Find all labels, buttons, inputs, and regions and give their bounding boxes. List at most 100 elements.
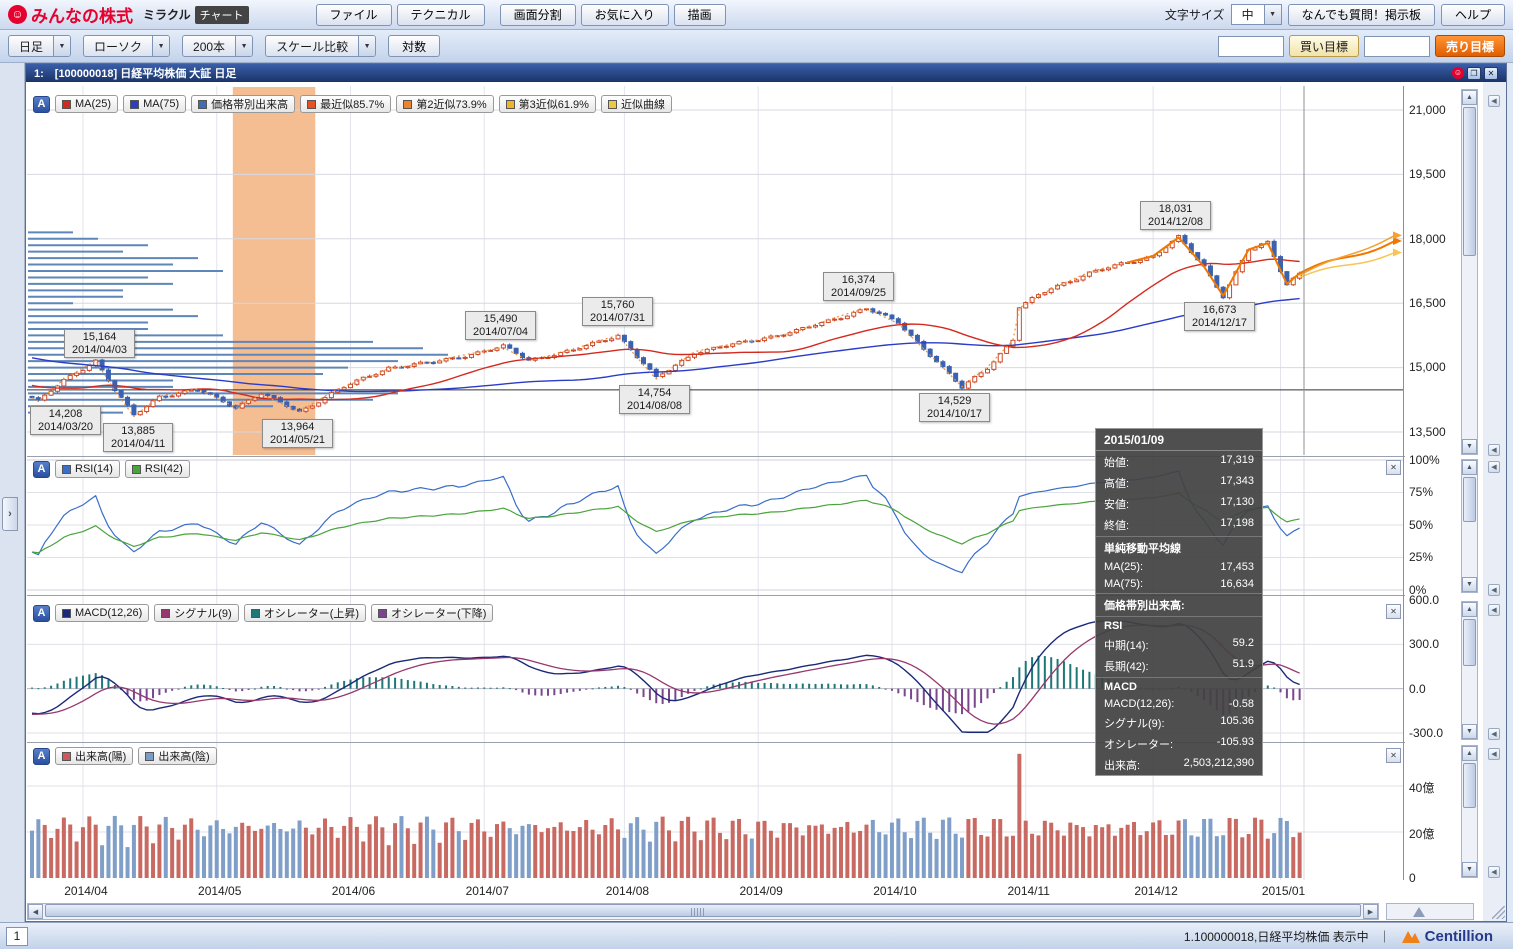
file-button[interactable]: ファイル	[315, 3, 392, 26]
vertical-scrollbar-thumb[interactable]	[1463, 763, 1476, 808]
zoom-slider-handle[interactable]	[1413, 907, 1425, 917]
sell-target-input[interactable]	[1363, 35, 1430, 57]
chevron-down-icon[interactable]: ▼	[358, 36, 376, 56]
panel-collapse-handle[interactable]: ◀	[1488, 95, 1500, 107]
top-menu-bar: ☺ みんなの株式 ミラクル チャート ファイル テクニカル 画面分割 お気に入り 描画 …	[0, 0, 1513, 30]
x-axis-label: 2014/06	[331, 884, 376, 898]
vertical-scrollbar-thumb[interactable]	[1463, 477, 1476, 522]
period-select[interactable]: 日足 ▼	[8, 35, 72, 57]
indicator-chip-volume-1[interactable]: 出来高(陰)	[138, 747, 217, 765]
indicator-chip-main-2[interactable]: 価格帯別出来高	[191, 95, 296, 113]
scroll-down-button[interactable]: ▼	[1462, 439, 1477, 454]
scroll-up-button[interactable]: ▲	[1462, 602, 1477, 617]
macd-auto-scale-button[interactable]: A	[33, 604, 50, 622]
rsi-auto-scale-button[interactable]: A	[33, 460, 50, 478]
status-divider: ｜	[1378, 929, 1391, 944]
scroll-right-button[interactable]: ▶	[1363, 904, 1378, 919]
buy-target-input[interactable]	[1217, 35, 1284, 57]
indicator-chip-main-3[interactable]: 最近似85.7%	[300, 95, 392, 113]
favorites-button[interactable]: お気に入り	[580, 3, 669, 26]
indicator-chip-main-0[interactable]: MA(25)	[55, 95, 119, 113]
panel-collapse-handle[interactable]: ◀	[1488, 604, 1500, 616]
annotation-price: 16,374	[841, 274, 876, 286]
panel-collapse-handle[interactable]: ◀	[1488, 461, 1500, 473]
main-auto-scale-button[interactable]: A	[33, 95, 50, 113]
indicator-label: 第3近似61.9%	[518, 99, 589, 111]
close-window-button[interactable]: ✕	[1484, 66, 1498, 80]
indicator-chip-main-4[interactable]: 第2近似73.9%	[396, 95, 494, 113]
font-size-select[interactable]: 中 ▼	[1230, 4, 1282, 25]
buy-target-button[interactable]: 買い目標	[1288, 35, 1359, 57]
close-rsi-panel-button[interactable]: ✕	[1386, 460, 1401, 475]
panel-collapse-handle[interactable]: ◀	[1488, 584, 1500, 596]
question-board-button[interactable]: なんでも質問！掲示板	[1287, 3, 1435, 26]
close-macd-panel-button[interactable]: ✕	[1386, 604, 1401, 619]
zoom-slider[interactable]	[1386, 903, 1474, 920]
target-controls: 買い目標 売り目標	[1217, 35, 1505, 57]
vertical-scrollbar-rsi[interactable]: ▲ ▼	[1461, 459, 1478, 593]
indicator-color-swatch	[250, 608, 260, 618]
indicator-chip-main-6[interactable]: 近似曲線	[600, 95, 672, 113]
scroll-down-button[interactable]: ▼	[1462, 862, 1477, 877]
indicator-chip-volume-0[interactable]: 出来高(陽)	[55, 747, 134, 765]
window-resize-grip[interactable]	[1492, 906, 1505, 919]
panel-collapse-handle[interactable]: ◀	[1488, 444, 1500, 456]
panel-collapse-handle[interactable]: ◀	[1488, 866, 1500, 878]
scroll-up-button[interactable]: ▲	[1462, 90, 1477, 105]
annotation-date: 2014/09/25	[831, 286, 887, 299]
scroll-down-button[interactable]: ▼	[1462, 577, 1477, 592]
scroll-down-button[interactable]: ▼	[1462, 724, 1477, 739]
draw-button[interactable]: 描画	[673, 3, 726, 26]
help-button[interactable]: ヘルプ	[1440, 3, 1505, 26]
indicator-chip-main-5[interactable]: 第3近似61.9%	[498, 95, 596, 113]
side-panel-expander[interactable]: ›	[2, 497, 18, 531]
tooltip-label: MA(25):	[1104, 561, 1144, 573]
volume-auto-scale-button[interactable]: A	[33, 747, 50, 765]
indicator-chip-macd-3[interactable]: オシレーター(下降)	[371, 604, 494, 622]
scroll-left-button[interactable]: ◀	[28, 904, 43, 919]
vertical-scrollbar-thumb[interactable]	[1463, 619, 1476, 667]
rsi-panel-indicator-bar: A RSI(14) RSI(42)	[33, 460, 190, 478]
price-annotation: 13,885 2014/04/11	[103, 423, 174, 452]
indicator-chip-main-1[interactable]: MA(75)	[123, 95, 187, 113]
y-axis-label: 300.0	[1409, 637, 1440, 651]
technical-button[interactable]: テクニカル	[396, 3, 485, 26]
scroll-up-button[interactable]: ▲	[1462, 746, 1477, 761]
site-logo[interactable]: ☺ みんなの株式 ミラクル チャート	[8, 2, 249, 27]
indicator-chip-macd-0[interactable]: MACD(12,26)	[55, 604, 150, 622]
horizontal-scrollbar-thumb[interactable]	[45, 904, 1361, 917]
y-axis-label: 15,000	[1409, 360, 1446, 374]
horizontal-scrollbar[interactable]: ◀ ▶	[27, 903, 1379, 920]
tooltip-label: 始値:	[1104, 457, 1130, 469]
chart-type-select[interactable]: ローソク ▼	[83, 35, 171, 57]
close-volume-panel-button[interactable]: ✕	[1386, 748, 1401, 763]
chevron-down-icon[interactable]: ▼	[1263, 5, 1281, 24]
bar-count-select[interactable]: 200本 ▼	[182, 35, 254, 57]
vertical-scrollbar-macd[interactable]: ▲ ▼	[1461, 601, 1478, 740]
vertical-scrollbar-main[interactable]: ▲ ▼	[1461, 89, 1478, 455]
indicator-chip-macd-1[interactable]: シグナル(9)	[154, 604, 239, 622]
sell-target-button[interactable]: 売り目標	[1434, 35, 1505, 57]
font-size-label: 文字サイズ	[1164, 8, 1225, 22]
panel-collapse-handle[interactable]: ◀	[1488, 728, 1500, 740]
indicator-chip-rsi-0[interactable]: RSI(14)	[55, 460, 120, 478]
maximize-button[interactable]: ❐	[1467, 66, 1481, 80]
chart-window-titlebar[interactable]: 1: [100000018] 日経平均株価 大証 日足 ☺ ❐ ✕	[26, 64, 1506, 82]
indicator-chip-rsi-1[interactable]: RSI(42)	[124, 460, 190, 478]
window-smiley-icon[interactable]: ☺	[1452, 67, 1464, 79]
indicator-color-swatch	[145, 751, 155, 761]
panel-collapse-handle[interactable]: ◀	[1488, 748, 1500, 760]
y-axis-label: 0	[1409, 871, 1416, 885]
chevron-down-icon[interactable]: ▼	[152, 36, 170, 56]
screen-split-button[interactable]: 画面分割	[499, 3, 576, 26]
tooltip-label: 高値:	[1104, 478, 1130, 490]
log-scale-button[interactable]: 対数	[388, 35, 441, 57]
vertical-scrollbar-volume[interactable]: ▲ ▼	[1461, 745, 1478, 878]
page-tab-1[interactable]: 1	[6, 926, 28, 946]
scroll-up-button[interactable]: ▲	[1462, 460, 1477, 475]
scale-compare-select[interactable]: スケール比較 ▼	[265, 35, 377, 57]
chevron-down-icon[interactable]: ▼	[53, 36, 71, 56]
vertical-scrollbar-thumb[interactable]	[1463, 107, 1476, 257]
chevron-down-icon[interactable]: ▼	[235, 36, 253, 56]
indicator-chip-macd-2[interactable]: オシレーター(上昇)	[243, 604, 367, 622]
